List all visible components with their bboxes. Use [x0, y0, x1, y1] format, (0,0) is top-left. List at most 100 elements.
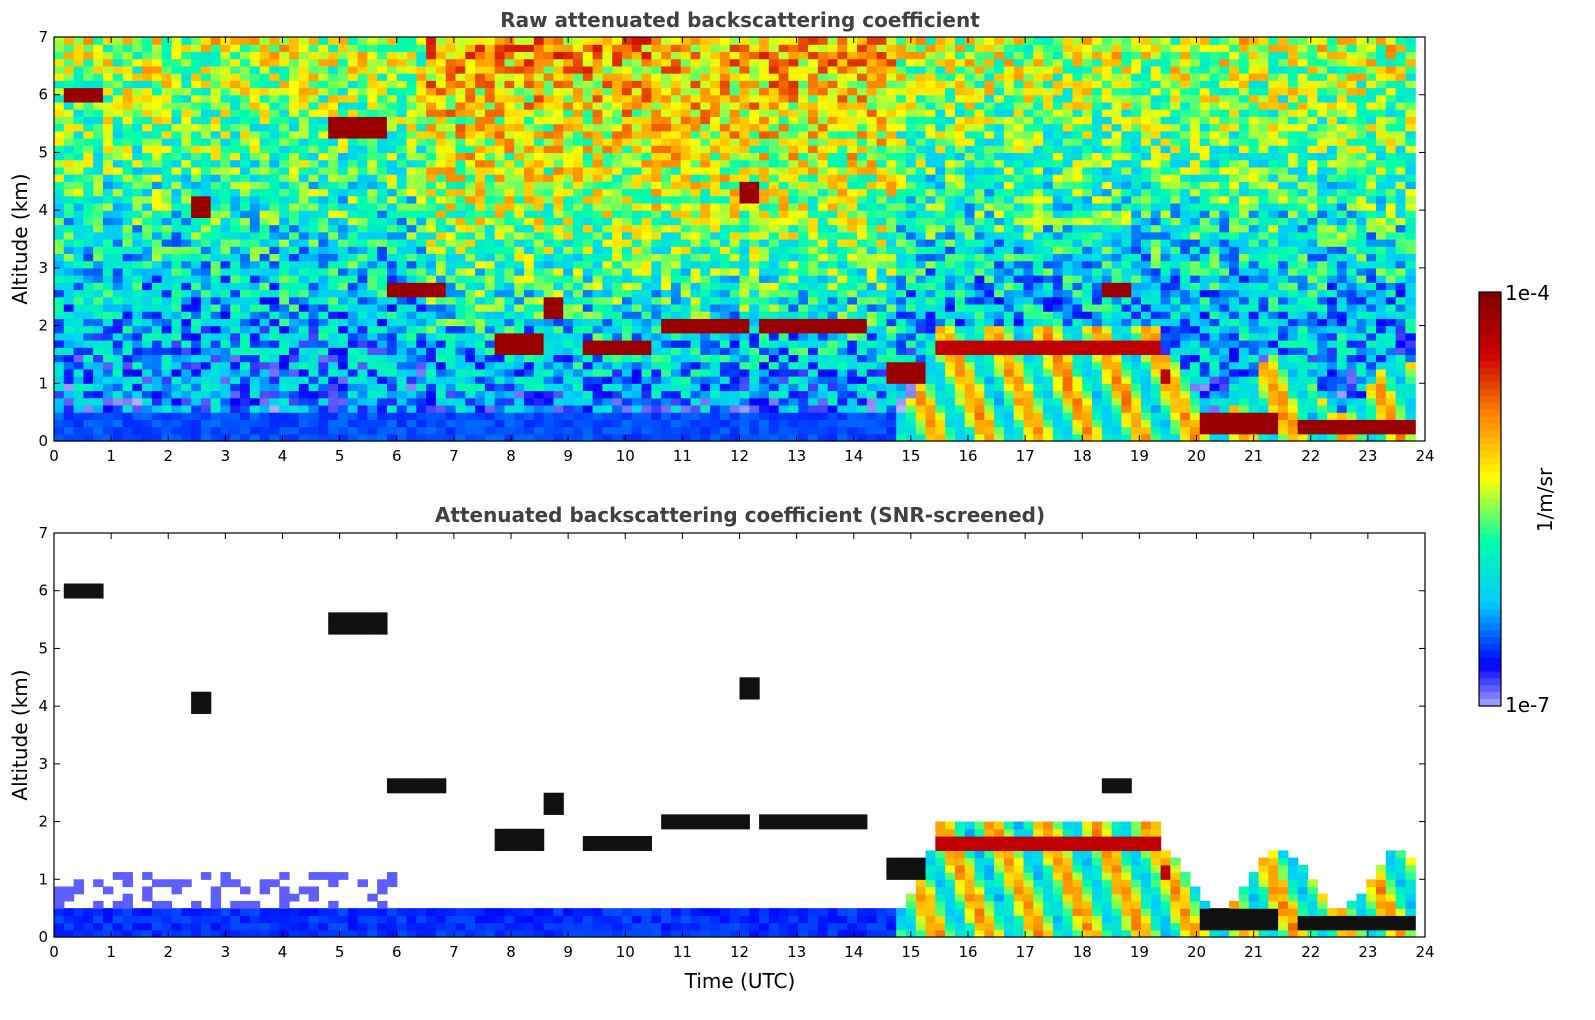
- heatmap-cell: [269, 347, 280, 356]
- heatmap-cell: [563, 426, 574, 435]
- heatmap-cell: [83, 347, 94, 356]
- heatmap-cell: [269, 73, 280, 81]
- heatmap-cell: [602, 267, 613, 276]
- heatmap-cell: [573, 368, 584, 377]
- heatmap-cell: [866, 340, 878, 348]
- heatmap-cell: [778, 73, 790, 81]
- heatmap-cell: [122, 404, 133, 413]
- heatmap-cell: [279, 65, 290, 74]
- heatmap-cell: [151, 325, 163, 334]
- heatmap-cell: [249, 65, 261, 74]
- heatmap-cell: [847, 217, 858, 226]
- heatmap-cell: [866, 289, 878, 298]
- heatmap-cell: [269, 325, 280, 334]
- heatmap-cell: [200, 340, 212, 348]
- heatmap-cell: [465, 267, 476, 276]
- heatmap-cell: [161, 217, 173, 226]
- heatmap-cell: [240, 145, 251, 154]
- heatmap-cell: [827, 368, 839, 377]
- heatmap-cell: [161, 368, 173, 377]
- heatmap-cell: [651, 361, 662, 370]
- heatmap-cell: [475, 383, 486, 392]
- heatmap-cell: [504, 368, 515, 377]
- heatmap-cell: [631, 145, 643, 154]
- heatmap-cell: [377, 390, 388, 399]
- heatmap-cell: [866, 253, 878, 262]
- heatmap-cell: [161, 419, 173, 428]
- heatmap-cell: [573, 253, 584, 262]
- heatmap-cell: [63, 44, 75, 53]
- heatmap-cell: [886, 217, 897, 226]
- heatmap-cell: [455, 318, 466, 327]
- heatmap-cell: [63, 282, 75, 291]
- heatmap-cell: [915, 390, 927, 399]
- heatmap-cell: [435, 303, 447, 312]
- heatmap-cell: [367, 419, 378, 428]
- heatmap-cell: [249, 383, 261, 392]
- heatmap-cell: [416, 426, 427, 435]
- heatmap-cell: [396, 433, 408, 442]
- heatmap-cell: [367, 188, 378, 197]
- heatmap-cell: [475, 116, 486, 125]
- heatmap-cell: [249, 332, 261, 341]
- heatmap-cell: [210, 354, 222, 363]
- heatmap-cell: [367, 101, 378, 110]
- heatmap-cell: [484, 325, 496, 334]
- heatmap-cell: [73, 51, 84, 60]
- heatmap-cell: [651, 303, 662, 312]
- heatmap-cell: [680, 340, 692, 348]
- heatmap-cell: [582, 152, 594, 161]
- heatmap-cell: [670, 44, 682, 53]
- heatmap-cell: [308, 73, 319, 81]
- heatmap-cell: [710, 181, 721, 190]
- heatmap-cell: [739, 65, 750, 74]
- heatmap-cell: [563, 174, 574, 182]
- heatmap-cell: [328, 419, 339, 428]
- heatmap-cell: [641, 368, 652, 377]
- heatmap-cell: [112, 289, 124, 298]
- heatmap-cell: [847, 390, 858, 399]
- heatmap-cell: [592, 195, 603, 204]
- heatmap-cell: [63, 361, 75, 370]
- heatmap-cell: [445, 368, 457, 377]
- heatmap-cell: [181, 275, 192, 283]
- heatmap-cell: [455, 101, 466, 110]
- heatmap-cell: [191, 383, 202, 392]
- heatmap-cell: [857, 80, 868, 89]
- heatmap-cell: [63, 166, 75, 175]
- heatmap-cell: [73, 116, 84, 125]
- heatmap-cell: [798, 73, 809, 81]
- heatmap-cell: [827, 123, 839, 132]
- heatmap-cell: [220, 412, 231, 420]
- heatmap-cell: [102, 354, 114, 363]
- heatmap-cell: [778, 267, 790, 276]
- heatmap-cell: [416, 419, 427, 428]
- heatmap-cell: [318, 130, 329, 139]
- heatmap-cell: [406, 181, 417, 190]
- heatmap-cell: [817, 51, 829, 60]
- heatmap-cell: [455, 282, 466, 291]
- heatmap-cell: [553, 267, 564, 276]
- heatmap-cell: [788, 267, 799, 276]
- heatmap-cell: [563, 289, 574, 298]
- heatmap-cell: [514, 397, 525, 406]
- heatmap-cell: [73, 166, 84, 175]
- heatmap-cell: [445, 87, 457, 96]
- heatmap-cell: [915, 73, 927, 81]
- heatmap-cell: [416, 433, 427, 442]
- heatmap-cell: [63, 419, 75, 428]
- heatmap-cell: [592, 260, 603, 269]
- heatmap-cell: [700, 275, 711, 283]
- heatmap-cell: [475, 239, 486, 247]
- heatmap-cell: [396, 390, 408, 399]
- heatmap-cell: [631, 159, 643, 168]
- heatmap-cell: [161, 340, 173, 348]
- heatmap-cell: [210, 145, 222, 154]
- heatmap-cell: [435, 44, 447, 53]
- heatmap-cell: [768, 101, 780, 110]
- heatmap-cell: [602, 303, 613, 312]
- heatmap-cell: [749, 181, 760, 190]
- heatmap-cell: [700, 239, 711, 247]
- heatmap-cell: [857, 101, 868, 110]
- heatmap-cell: [249, 195, 261, 204]
